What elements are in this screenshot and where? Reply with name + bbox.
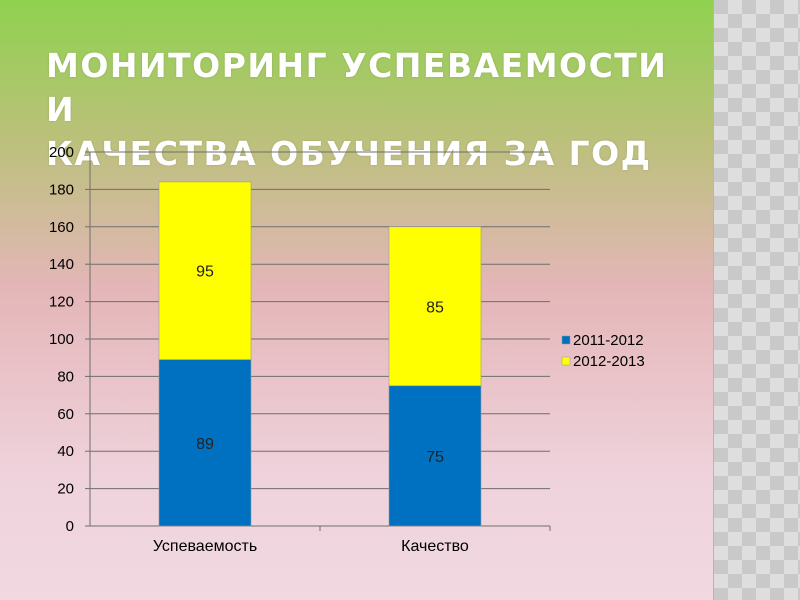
legend-swatch-2012-2013: [561, 356, 571, 366]
bar-2012-2013-Качество: [388, 226, 482, 387]
y-tick-label-0: 0: [66, 518, 74, 535]
y-tick-label-160: 160: [49, 219, 74, 236]
y-tick-label-60: 60: [57, 406, 74, 423]
title-line-2: КАЧЕСТВА ОБУЧЕНИЯ ЗА ГОД: [46, 134, 652, 173]
decorative-side-panel: [713, 0, 800, 600]
slide-title: МОНИТОРИНГ УСПЕВАЕМОСТИ И КАЧЕСТВА ОБУЧЕ…: [46, 44, 706, 176]
legend-label-2012-2013: 2012-2013: [573, 353, 645, 370]
bar-2012-2013-Успеваемость: [158, 181, 252, 360]
y-tick-label-200: 200: [49, 144, 74, 161]
x-category-label-1: Качество: [401, 538, 469, 555]
bar-2011-2012-Качество: [388, 385, 482, 527]
data-label-2012-2013-Качество: 85: [426, 299, 444, 316]
data-label-2012-2013-Успеваемость: 95: [196, 264, 214, 281]
legend-swatch-2011-2012: [561, 335, 571, 345]
slide-background: [0, 0, 713, 600]
x-category-label-0: Успеваемость: [153, 538, 257, 555]
title-line-1: МОНИТОРИНГ УСПЕВАЕМОСТИ И: [46, 46, 668, 129]
data-label-2011-2012-Качество: 75: [426, 449, 444, 466]
y-tick-label-140: 140: [49, 256, 74, 273]
y-tick-label-40: 40: [57, 443, 74, 460]
y-tick-label-80: 80: [57, 368, 74, 385]
y-tick-label-120: 120: [49, 294, 74, 311]
y-tick-label-180: 180: [49, 181, 74, 198]
bar-2011-2012-Успеваемость: [158, 359, 252, 527]
y-tick-label-20: 20: [57, 481, 74, 498]
legend-label-2011-2012: 2011-2012: [573, 332, 644, 349]
data-label-2011-2012-Успеваемость: 89: [196, 436, 214, 453]
y-tick-label-100: 100: [49, 331, 74, 348]
